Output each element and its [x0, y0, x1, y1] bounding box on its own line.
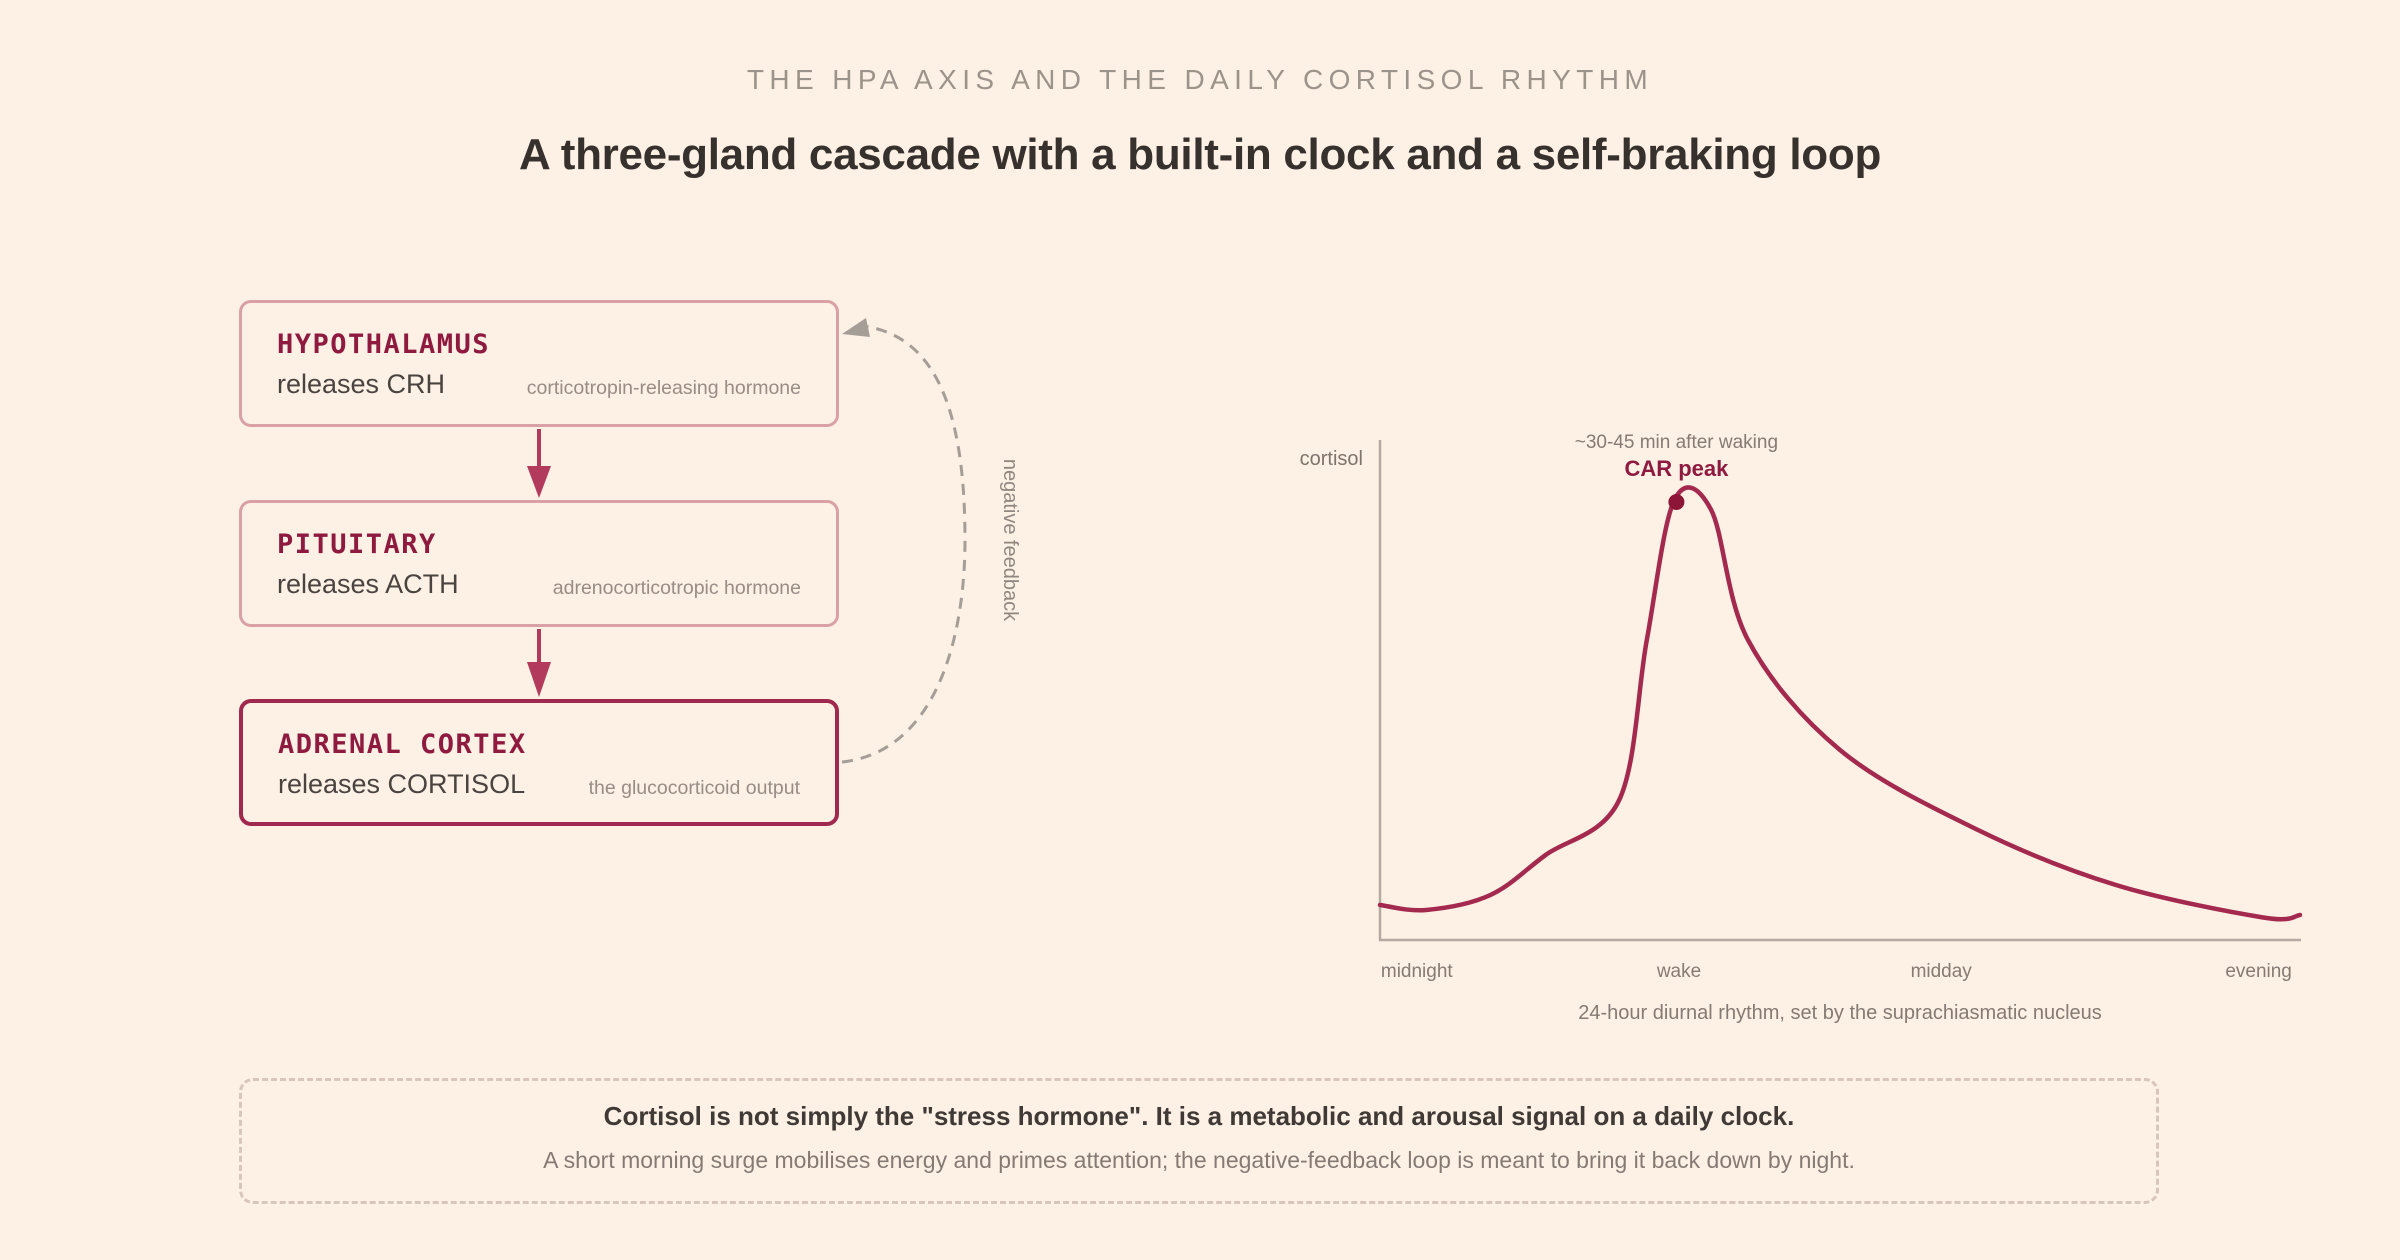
- gland-name: ADRENAL CORTEX: [278, 729, 527, 760]
- x-tick-label: midnight: [1381, 961, 1454, 982]
- x-tick-label: wake: [1656, 961, 1701, 982]
- gland-release: releases CORTISOL: [278, 769, 526, 799]
- peak-label: CAR peak: [1624, 456, 1729, 481]
- cascade-arrow-2: [527, 629, 551, 697]
- cascade-arrow-1: [527, 429, 551, 498]
- page-title: A three-gland cascade with a built-in cl…: [518, 130, 1882, 179]
- x-tick-labels: midnight wake midday evening: [1381, 961, 2292, 982]
- gland-description: the glucocorticoid output: [588, 777, 800, 799]
- feedback-label: negative feedback: [999, 459, 1021, 622]
- gland-name: PITUITARY: [277, 529, 437, 560]
- gland-pituitary: PITUITARY releases ACTH adrenocorticotro…: [239, 500, 839, 627]
- x-tick-label: evening: [2225, 961, 2292, 982]
- gland-name: HYPOTHALAMUS: [277, 329, 491, 360]
- gland-hypothalamus: HYPOTHALAMUS releases CRH corticotropin-…: [239, 300, 839, 427]
- takeaway-headline: Cortisol is not simply the "stress hormo…: [603, 1101, 1795, 1131]
- feedback-loop-path: [841, 324, 967, 764]
- eyebrow-title: THE HPA AXIS AND THE DAILY CORTISOL RHYT…: [746, 64, 1654, 95]
- takeaway-box: Cortisol is not simply the "stress hormo…: [239, 1078, 2159, 1204]
- gland-description: adrenocorticotropic hormone: [552, 577, 801, 599]
- gland-description: corticotropin-releasing hormone: [526, 377, 801, 399]
- cortisol-curve: [1377, 485, 2303, 922]
- gland-release: releases CRH: [277, 369, 446, 399]
- x-tick-label: midday: [1911, 961, 1973, 982]
- y-axis-label: cortisol: [1300, 448, 1363, 470]
- takeaway-detail: A short morning surge mobilises energy a…: [543, 1147, 1855, 1173]
- feedback-arrowhead: [842, 318, 870, 337]
- cortisol-chart: cortisol midnight wake midday evening ~30-4…: [1300, 432, 2303, 1024]
- gland-adrenal-cortex: ADRENAL CORTEX releases CORTISOL the glu…: [239, 699, 839, 826]
- gland-release: releases ACTH: [277, 569, 459, 599]
- peak-note: ~30-45 min after waking: [1575, 432, 1778, 453]
- chart-caption: 24-hour diurnal rhythm, set by the supra…: [1578, 1002, 2102, 1024]
- car-peak-point: [1668, 494, 1685, 510]
